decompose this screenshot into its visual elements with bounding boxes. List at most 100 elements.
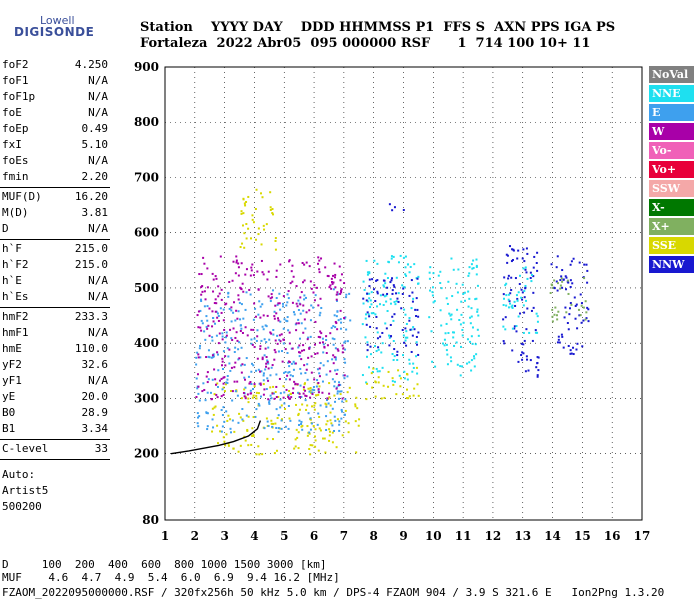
data-point [212,426,215,429]
data-point [244,395,247,398]
data-point [318,341,321,344]
data-point [231,399,234,402]
data-point [368,272,371,275]
data-point [456,291,459,294]
data-point [271,425,274,428]
data-point [410,307,413,310]
y-tick-label: 200 [134,447,159,461]
data-point [332,288,335,291]
data-point [309,417,312,420]
data-point [288,331,291,334]
data-point [586,306,589,309]
data-point [251,263,254,266]
legend-item-x: X- [649,199,694,216]
data-point [390,335,393,338]
data-point [225,433,228,436]
data-point [295,428,298,431]
data-point [346,375,349,378]
data-point [344,361,347,364]
param-name: foF2 [2,58,29,71]
data-point [216,316,219,319]
data-point [250,338,253,341]
data-point [531,339,534,342]
data-point [207,349,210,352]
data-point [439,270,442,273]
data-point [319,362,322,365]
data-point [256,357,259,360]
y-tick-label: 500 [134,281,159,295]
data-point [216,424,219,427]
data-point [204,298,207,301]
data-point [244,326,247,329]
data-point [246,428,249,431]
data-point [297,346,300,349]
data-point [261,303,264,306]
data-point [230,366,233,369]
data-point [471,326,474,329]
param-value: N/A [88,274,108,287]
data-point [272,333,275,336]
param-name: h`Es [2,290,29,303]
data-point [502,304,505,307]
data-point [460,345,463,348]
data-point [245,268,248,271]
data-point [530,309,533,312]
data-point [255,188,258,191]
data-point [307,356,310,359]
data-point [415,366,418,369]
data-point [288,260,291,263]
data-point [529,359,532,362]
data-point [268,401,271,404]
data-point [317,335,320,338]
data-point [326,360,329,363]
data-point [301,428,304,431]
data-point [317,391,320,394]
data-point [522,352,525,355]
data-point [249,389,252,392]
data-point [520,342,523,345]
data-point [391,292,394,295]
data-point [211,354,214,357]
param-row: yF1 N/A [2,374,108,388]
data-point [511,304,514,307]
data-point [288,378,291,381]
data-point [446,353,449,356]
data-point [469,316,472,319]
data-point [302,388,305,391]
data-point [580,304,583,307]
data-point [371,370,374,373]
data-point [569,279,572,282]
data-point [440,287,443,290]
data-point [390,279,393,282]
data-point [455,282,458,285]
data-point [221,425,224,428]
data-point [216,382,219,385]
data-point [407,263,410,266]
data-point [335,298,338,301]
data-point [453,344,456,347]
data-point [339,279,342,282]
data-point [447,280,450,283]
data-point [379,303,382,306]
data-point [206,428,209,431]
data-point [276,334,279,337]
data-point [263,427,266,430]
data-point [293,380,296,383]
data-point [374,313,377,316]
data-point [237,310,240,313]
data-point [372,312,375,315]
data-point [331,358,334,361]
data-point [316,368,319,371]
x-tick-label: 4 [250,529,258,543]
data-point [525,355,528,358]
data-point [579,293,582,296]
data-point [273,397,276,400]
data-point [210,398,213,401]
data-point [245,200,248,203]
data-point [229,369,232,372]
data-point [580,302,583,305]
data-point [196,412,199,415]
data-point [408,294,411,297]
data-point [298,355,301,358]
data-point [339,383,342,386]
